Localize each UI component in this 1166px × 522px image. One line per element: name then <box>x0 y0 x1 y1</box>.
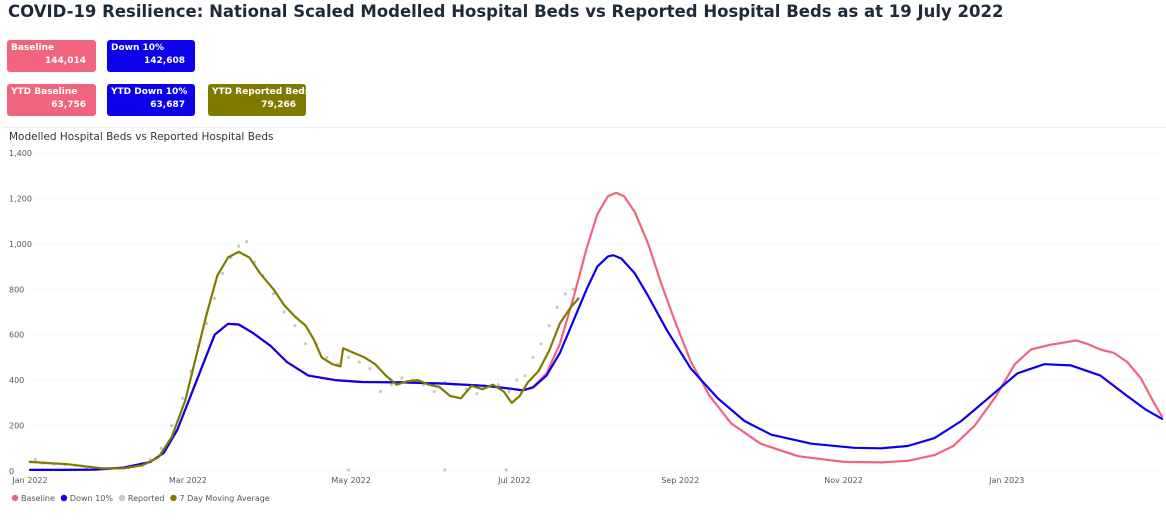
card-ytd-reported-beds[interactable]: YTD Reported Beds 79,266 <box>208 84 310 116</box>
data-point <box>368 367 372 371</box>
x-tick-label: Sep 2022 <box>661 476 699 485</box>
y-tick-label: 1,000 <box>9 240 32 249</box>
series-line-down-10 <box>28 254 1164 471</box>
card-ytd-reported-beds-value: 79,266 <box>261 100 296 110</box>
data-point <box>432 389 436 394</box>
card-ytd-baseline-value: 63,756 <box>51 100 86 110</box>
card-baseline[interactable]: Baseline 144,014 <box>7 40 96 72</box>
data-point <box>213 296 217 300</box>
data-point <box>389 383 393 387</box>
series-reported <box>28 239 575 472</box>
data-point <box>346 355 351 360</box>
data-point <box>170 423 174 428</box>
data-point <box>33 458 37 462</box>
data-point <box>271 292 276 296</box>
x-tick-label: May 2022 <box>331 476 370 485</box>
page-title: COVID-19 Resilience: National Scaled Mod… <box>8 2 1004 21</box>
data-point <box>325 355 329 360</box>
data-point <box>282 310 286 314</box>
legend-label-reported: Reported <box>128 494 165 503</box>
y-tick-label: 600 <box>9 331 24 340</box>
data-point <box>346 468 351 472</box>
card-down-10-label: Down 10% <box>111 43 165 53</box>
data-point <box>357 360 361 364</box>
legend-marker-down-10 <box>60 494 68 502</box>
data-point <box>555 305 559 310</box>
series-layer <box>28 191 1164 472</box>
data-point <box>205 321 209 325</box>
legend-marker-reported <box>118 494 126 502</box>
legend-label-baseline: Baseline <box>21 494 55 503</box>
data-point <box>245 239 249 244</box>
card-baseline-label: Baseline <box>11 43 55 53</box>
x-tick-label: Nov 2022 <box>824 476 863 485</box>
x-tick-label: Jan 2022 <box>11 476 47 485</box>
card-ytd-baseline[interactable]: YTD Baseline 63,756 <box>7 84 96 116</box>
card-ytd-down-10[interactable]: YTD Down 10% 63,687 <box>107 84 195 116</box>
data-point <box>563 292 567 296</box>
card-down-10-value: 142,608 <box>144 56 185 66</box>
card-ytd-down-10-label: YTD Down 10% <box>111 87 188 97</box>
data-point <box>547 324 551 328</box>
x-tick-label: Jul 2022 <box>497 476 531 485</box>
legend-marker-baseline <box>11 494 19 502</box>
y-tick-label: 200 <box>9 422 24 431</box>
data-point <box>159 446 163 450</box>
data-point <box>475 392 479 396</box>
data-point <box>400 376 404 380</box>
x-axis-ticks: Jan 2022 Mar 2022 May 2022 Jul 2022 Sep 2022… <box>11 476 1024 485</box>
card-down-10[interactable]: Down 10% 142,608 <box>107 40 195 72</box>
data-point <box>504 468 508 472</box>
chart-panel <box>4 127 1166 521</box>
data-point <box>531 355 535 360</box>
x-tick-label: Mar 2022 <box>169 476 207 485</box>
card-ytd-baseline-label: YTD Baseline <box>11 87 78 97</box>
y-tick-label: 800 <box>9 285 24 294</box>
x-tick-label: Jan 2023 <box>988 476 1024 485</box>
data-point <box>378 389 383 394</box>
data-point <box>180 396 185 400</box>
legend-label-7-day-moving-average: 7 Day Moving Average <box>179 494 269 503</box>
chart-legend: Baseline Down 10% Reported 7 Day Moving Ave… <box>11 494 270 503</box>
data-point <box>221 271 225 275</box>
data-point <box>304 342 308 346</box>
legend-label-down-10: Down 10% <box>70 494 113 503</box>
data-point <box>293 324 297 328</box>
card-ytd-reported-beds-label: YTD Reported Beds <box>212 87 311 97</box>
grid-lines <box>30 152 1162 472</box>
card-ytd-down-10-value: 63,687 <box>150 100 185 110</box>
y-axis-ticks: 0 200 400 600 800 1,000 1,200 1,400 <box>9 149 32 476</box>
data-point <box>523 374 527 378</box>
series-line-7-day-moving-average <box>28 250 580 470</box>
y-tick-label: 400 <box>9 376 24 385</box>
chart-title: Modelled Hospital Beds vs Reported Hospi… <box>9 131 274 143</box>
y-tick-label: 1,200 <box>9 194 32 203</box>
data-point <box>443 468 447 472</box>
data-point <box>571 287 575 291</box>
data-point <box>507 389 511 394</box>
data-point <box>496 383 500 387</box>
data-point <box>539 342 543 346</box>
series-line-baseline <box>28 191 1164 471</box>
data-point <box>515 378 519 382</box>
y-tick-label: 0 <box>9 467 14 476</box>
card-baseline-value: 144,014 <box>45 56 86 66</box>
y-tick-label: 1,400 <box>9 149 32 158</box>
legend-marker-7-day-moving-average <box>170 494 177 502</box>
data-point <box>237 244 241 248</box>
